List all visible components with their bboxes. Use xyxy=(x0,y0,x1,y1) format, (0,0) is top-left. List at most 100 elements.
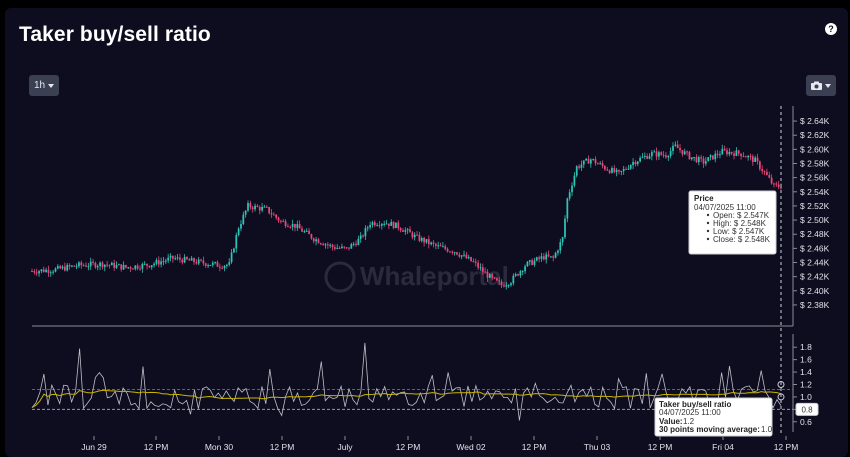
candle-body xyxy=(338,247,341,249)
candle-body xyxy=(357,238,360,246)
candle-body xyxy=(775,183,778,185)
candle-body xyxy=(740,153,742,157)
candle-body xyxy=(528,260,531,262)
candle-body xyxy=(507,285,510,287)
candle-body xyxy=(545,254,548,260)
candle-body xyxy=(233,248,235,253)
candle-body xyxy=(315,239,317,242)
x-tick-label: Fri 04 xyxy=(712,442,734,452)
x-tick-label: 12 PM xyxy=(774,442,799,452)
candle-body xyxy=(538,257,541,259)
candle-body xyxy=(763,171,766,173)
price-tick-label: $ 2.46K xyxy=(800,243,830,253)
candle-body xyxy=(176,257,179,259)
candle-body xyxy=(730,151,733,154)
candle-body xyxy=(143,263,146,265)
candle-body xyxy=(751,156,754,163)
candle-body xyxy=(733,153,735,156)
candle-body xyxy=(348,247,350,249)
ratio-tick-label: 1.6 xyxy=(800,355,812,365)
candle-body xyxy=(719,154,721,156)
price-tick-label: $ 2.48K xyxy=(800,229,830,239)
candle-body xyxy=(726,150,728,155)
candle-body xyxy=(625,168,627,170)
candle-body xyxy=(662,154,665,156)
candle-body xyxy=(742,156,745,158)
candle-body xyxy=(263,206,266,208)
candle-body xyxy=(735,150,738,156)
candle-body xyxy=(388,223,390,226)
candle-body xyxy=(491,274,494,278)
candle-body xyxy=(73,265,76,267)
candle-body xyxy=(519,271,522,276)
candle-body xyxy=(754,157,757,163)
candle-body xyxy=(444,246,447,249)
candle-body xyxy=(254,205,256,210)
candle-body xyxy=(63,266,66,271)
candle-body xyxy=(383,223,386,225)
candle-body xyxy=(458,254,461,257)
candle-body xyxy=(258,206,261,211)
candle-body xyxy=(561,237,564,243)
candle-body xyxy=(61,266,64,269)
candle-body xyxy=(571,185,573,193)
candle-body xyxy=(160,261,163,265)
candle-body xyxy=(406,229,409,231)
candle-body xyxy=(697,157,700,163)
candle-body xyxy=(352,243,355,245)
export-menu-button[interactable] xyxy=(806,75,836,96)
candle-body xyxy=(78,262,80,267)
candle-body xyxy=(113,262,116,268)
help-icon[interactable]: ? xyxy=(825,23,837,35)
candle-body xyxy=(517,274,519,276)
candle-body xyxy=(207,265,209,267)
candle-body xyxy=(296,224,299,228)
interval-dropdown[interactable]: 1h xyxy=(29,75,59,96)
candle-body xyxy=(479,267,482,269)
candle-body xyxy=(80,262,83,266)
candle-body xyxy=(272,214,275,216)
candle-body xyxy=(686,151,688,153)
candle-body xyxy=(580,164,583,168)
candle-body xyxy=(162,261,165,263)
candle-body xyxy=(94,262,97,268)
price-tick-label: $ 2.60K xyxy=(800,144,830,154)
candle-body xyxy=(399,228,402,231)
candle-body xyxy=(397,222,400,229)
candle-body xyxy=(362,235,364,237)
candle-body xyxy=(557,250,559,253)
candle-body xyxy=(413,234,416,238)
candle-body xyxy=(193,258,195,263)
page-title: Taker buy/sell ratio xyxy=(19,23,211,46)
candle-body xyxy=(35,272,38,274)
candle-body xyxy=(303,231,306,233)
candle-body xyxy=(531,260,533,265)
candle-body xyxy=(392,221,395,229)
candle-body xyxy=(221,267,224,269)
chevron-down-icon xyxy=(48,83,55,88)
candle-body xyxy=(268,206,271,214)
candle-body xyxy=(110,262,113,266)
candle-body xyxy=(566,198,569,219)
candle-body xyxy=(575,166,578,176)
candle-body xyxy=(761,168,764,172)
price-tick-label: $ 2.42K xyxy=(800,272,830,282)
candle-body xyxy=(615,169,618,173)
candle-body xyxy=(326,244,329,246)
candle-body xyxy=(427,239,430,245)
candle-body xyxy=(503,285,505,287)
ratio-tooltip-title: Taker buy/sell ratio xyxy=(659,400,731,409)
candle-body xyxy=(632,162,634,166)
candle-body xyxy=(653,151,656,153)
candle-body xyxy=(364,228,367,237)
candle-body xyxy=(674,144,677,146)
candle-body xyxy=(71,265,73,267)
candle-body xyxy=(728,151,731,155)
camera-icon xyxy=(811,81,822,90)
candle-body xyxy=(235,235,238,249)
candle-body xyxy=(261,206,263,211)
candle-body xyxy=(596,163,599,165)
candle-body xyxy=(613,167,616,173)
candle-body xyxy=(183,256,186,263)
candle-body xyxy=(334,247,336,249)
